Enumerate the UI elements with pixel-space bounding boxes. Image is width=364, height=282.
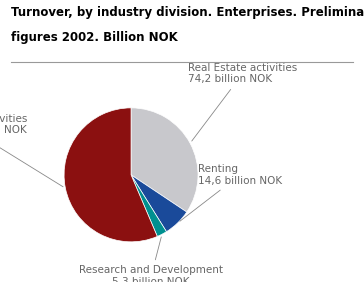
Wedge shape (131, 108, 198, 212)
Text: Research and Development
5,3 billion NOK: Research and Development 5,3 billion NOK (79, 237, 223, 282)
Text: Renting
14,6 billion NOK: Renting 14,6 billion NOK (180, 164, 282, 221)
Text: Real Estate activities
74,2 billion NOK: Real Estate activities 74,2 billion NOK (188, 63, 297, 141)
Text: figures 2002. Billion NOK: figures 2002. Billion NOK (11, 31, 178, 44)
Wedge shape (131, 175, 166, 236)
Text: Turnover, by industry division. Enterprises. Preliminary: Turnover, by industry division. Enterpri… (11, 6, 364, 19)
Wedge shape (131, 175, 187, 232)
Text: Other business activities
121,8 billion NOK: Other business activities 121,8 billion … (0, 114, 63, 187)
Wedge shape (64, 108, 157, 242)
